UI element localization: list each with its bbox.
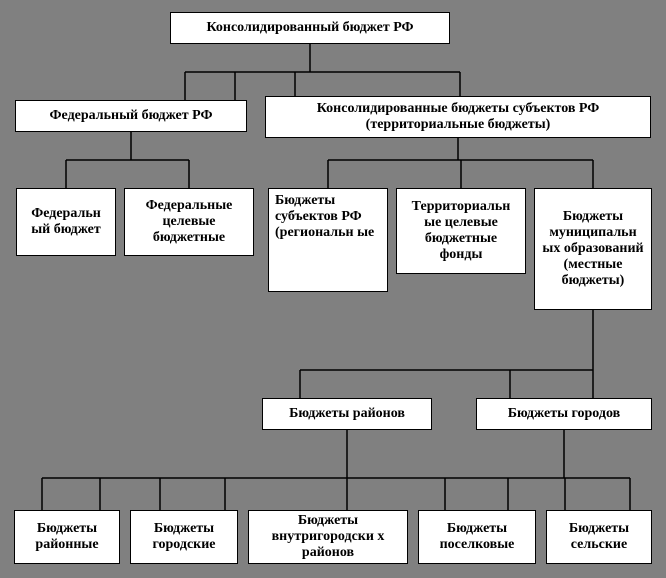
node-b3: Бюджеты внутригородски х районов (248, 510, 408, 564)
node-fed-budget: Федеральн ый бюджет (16, 188, 116, 256)
node-b2: Бюджеты городские (130, 510, 238, 564)
node-label: Бюджеты городов (508, 406, 620, 422)
node-root: Консолидированный бюджет РФ (170, 12, 450, 44)
node-sub-budget: Бюджеты субъектов РФ (региональн ые (268, 188, 388, 292)
node-b1: Бюджеты районные (14, 510, 120, 564)
node-terr-funds: Территориальн ые целевые бюджетные фонды (396, 188, 526, 274)
node-fed: Федеральный бюджет РФ (15, 100, 247, 132)
node-label: Федеральн ый бюджет (23, 206, 109, 238)
node-label: Территориальн ые целевые бюджетные фонды (403, 199, 519, 263)
node-label: Бюджеты сельские (553, 521, 645, 553)
node-b5: Бюджеты сельские (546, 510, 652, 564)
node-cities: Бюджеты городов (476, 398, 652, 430)
node-b4: Бюджеты поселковые (418, 510, 536, 564)
node-fed-funds: Федеральные целевые бюджетные (124, 188, 254, 256)
node-label: Бюджеты городские (137, 521, 231, 553)
node-label: Бюджеты районные (21, 521, 113, 553)
node-label: Консолидированные бюджеты субъектов РФ (… (272, 101, 644, 133)
node-label: Бюджеты субъектов РФ (региональн ые (275, 193, 381, 241)
node-label: Консолидированный бюджет РФ (206, 20, 413, 36)
node-label: Бюджеты внутригородски х районов (255, 513, 401, 561)
node-label: Федеральный бюджет РФ (50, 108, 213, 124)
node-label: Бюджеты поселковые (425, 521, 529, 553)
node-label: Федеральные целевые бюджетные (131, 198, 247, 246)
node-label: Бюджеты районов (289, 406, 405, 422)
node-cons-sub: Консолидированные бюджеты субъектов РФ (… (265, 96, 651, 138)
node-districts: Бюджеты районов (262, 398, 432, 430)
node-label: Бюджеты муниципальн ых образований (мест… (541, 209, 645, 289)
node-mun: Бюджеты муниципальн ых образований (мест… (534, 188, 652, 310)
